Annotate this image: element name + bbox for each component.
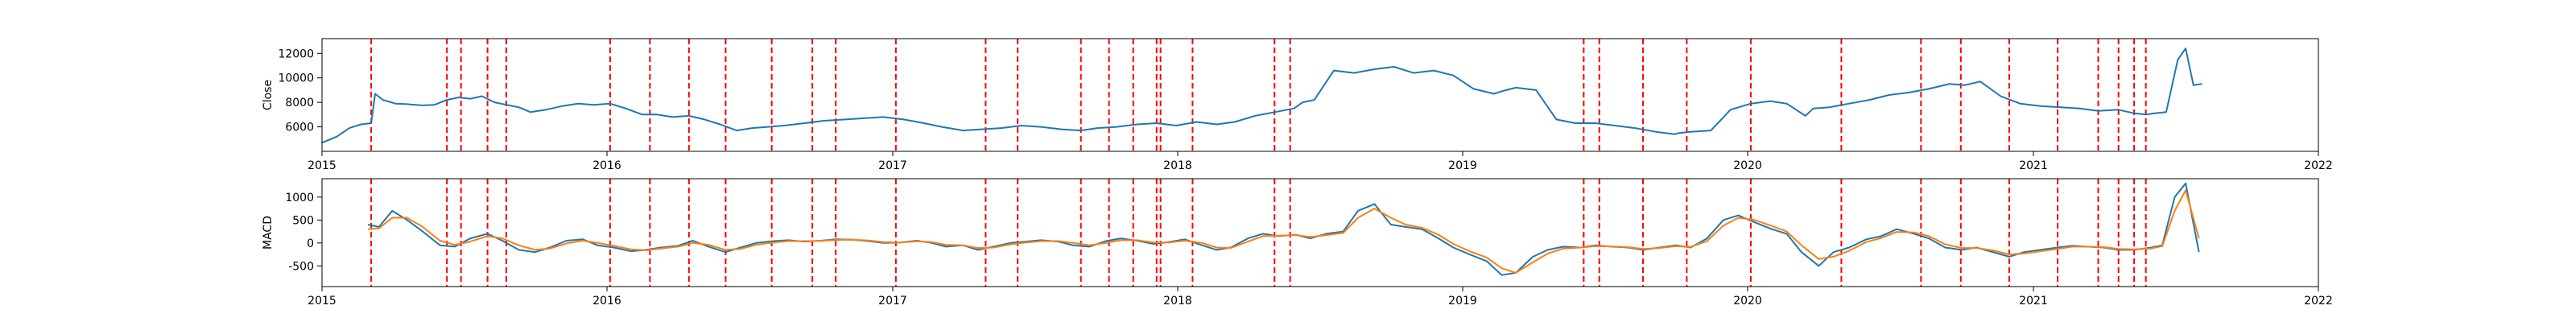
macd-y-ticks: -500 0 500 1000 [285,192,322,273]
close-y-tick-label: 10000 [278,72,314,85]
macd-y-tick-label: -500 [288,260,314,273]
close-y-tick-label: 12000 [278,47,314,60]
macd-series-group [367,182,2200,276]
macd-panel: -500 0 500 1000 2015 2016 2017 2018 2019 2020 202… [262,178,2333,308]
close-x-tick-label: 2022 [2304,159,2333,172]
macd-y-tick-label: 1000 [285,192,314,204]
macd-event-lines [370,179,2147,287]
close-x-tick-label: 2020 [1733,159,1762,172]
macd-x-tick-label: 2019 [1448,295,1477,308]
close-x-tick-label: 2021 [2019,159,2048,172]
macd-x-tick-label: 2021 [2019,295,2048,308]
macd-x-tick-label: 2017 [878,295,907,308]
close-x-ticks: 2015 2016 2017 2018 2019 2020 2021 2022 [308,151,2333,172]
close-series-line-0 [321,47,2202,144]
close-y-tick-label: 8000 [285,97,314,109]
close-x-tick-label: 2017 [878,159,907,172]
macd-y-tick-label: 500 [292,214,314,227]
macd-x-tick-label: 2016 [592,295,621,308]
macd-series-line-1 [368,189,2200,274]
macd-x-tick-label: 2015 [308,295,336,308]
macd-x-ticks: 2015 2016 2017 2018 2019 2020 2021 2022 [308,287,2333,308]
close-x-tick-label: 2018 [1163,159,1192,172]
macd-y-tick-label: 0 [307,237,314,250]
close-x-tick-label: 2016 [592,159,621,172]
close-y-ticks: 6000 8000 10000 12000 [278,47,322,134]
close-plot-frame [321,38,2319,152]
close-y-axis-label: Close [262,80,275,110]
close-x-tick-label: 2019 [1448,159,1477,172]
close-x-tick-label: 2015 [308,159,336,172]
macd-plot-frame [321,178,2319,287]
close-event-lines [370,39,2147,151]
macd-x-tick-label: 2018 [1163,295,1192,308]
macd-y-axis-label: MACD [262,216,275,250]
macd-x-tick-label: 2020 [1733,295,1762,308]
close-series-group [321,47,2202,144]
close-y-tick-label: 6000 [285,122,314,134]
macd-x-tick-label: 2022 [2304,295,2333,308]
